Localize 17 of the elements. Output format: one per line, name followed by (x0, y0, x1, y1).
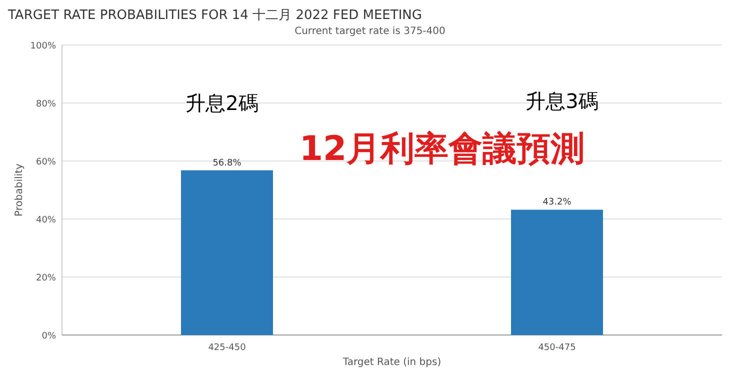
y-tick-label: 40% (36, 216, 56, 226)
x-tick-label: 425-450 (208, 343, 246, 353)
chart-title: TARGET RATE PROBABILITIES FOR 14 十二月 2022 FED MEETING (7, 8, 422, 23)
chart-subtitle: Current target rate is 375-400 (294, 26, 446, 37)
y-tick-label: 0% (42, 332, 56, 342)
annotation: 升息3碼 (526, 89, 598, 113)
y-tick-label: 20% (36, 274, 56, 284)
y-tick-label: 60% (36, 158, 56, 168)
annotation: 12月利率會議預測 (299, 129, 585, 169)
x-axis-title: Target Rate (in bps) (342, 357, 442, 368)
data-label: 56.8% (212, 158, 242, 168)
y-axis-title: Probability (14, 163, 25, 216)
y-tick-label: 100% (30, 42, 56, 52)
x-tick-label: 450-475 (538, 343, 576, 353)
y-tick-label: 80% (36, 100, 56, 110)
annotation: 升息2碼 (186, 91, 258, 115)
data-label: 43.2% (542, 198, 572, 208)
